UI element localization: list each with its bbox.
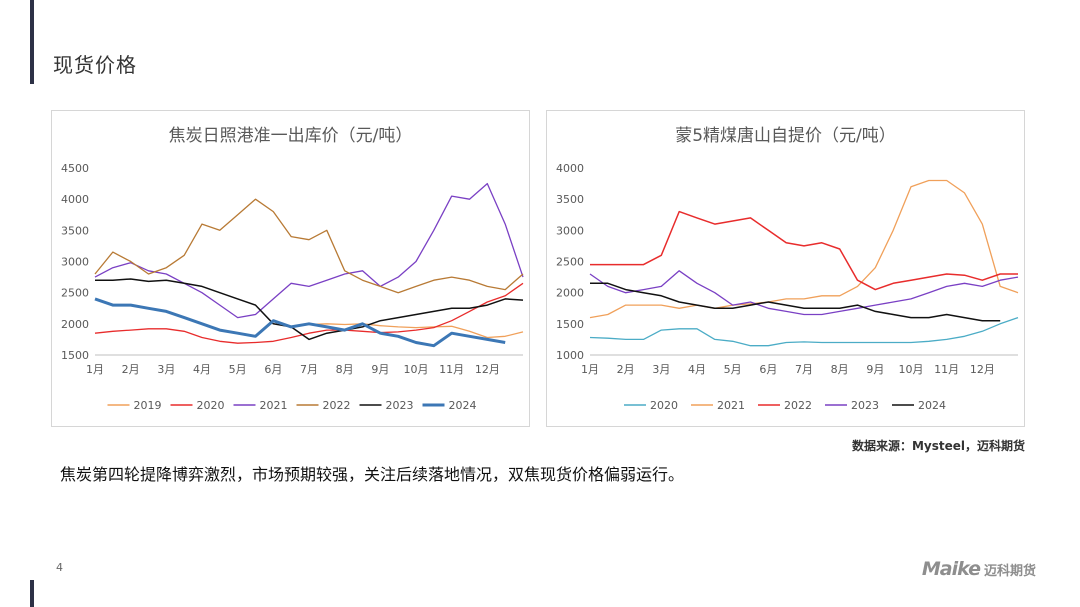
x-tick-label: 3月	[652, 363, 670, 376]
x-tick-label: 7月	[300, 363, 318, 376]
x-tick-label: 9月	[866, 363, 884, 376]
series-line-2020	[94, 282, 524, 344]
logo-mark: Maike	[921, 558, 981, 580]
x-tick-label: 11月	[439, 363, 464, 376]
legend-label-2023: 2023	[386, 399, 414, 412]
legend-label-2024: 2024	[449, 399, 477, 412]
x-tick-label: 5月	[724, 363, 742, 376]
series-line-2021	[94, 182, 524, 319]
y-tick-label: 4000	[556, 162, 584, 175]
x-tick-label: 8月	[336, 363, 354, 376]
series-line-2023	[95, 278, 524, 341]
y-tick-label: 2500	[61, 287, 89, 300]
legend-label-2021: 2021	[717, 399, 745, 412]
series-line-2022	[590, 210, 1018, 291]
x-tick-label: 4月	[688, 363, 706, 376]
coke-price-chart-svg: 焦炭日照港准一出库价（元/吨） 1500 2000 2500 3000 3500 4000 4…	[61, 126, 524, 412]
x-tick-label: 9月	[371, 363, 389, 376]
series-line-2019	[308, 323, 524, 339]
x-tick-label: 4月	[193, 363, 211, 376]
coke-price-chart: 焦炭日照港准一出库价（元/吨） 1500 2000 2500 3000 3500 4000 4…	[51, 110, 530, 427]
legend-label-2023: 2023	[851, 399, 879, 412]
y-tick-label: 2000	[61, 318, 89, 331]
summary-text: 焦炭第四轮提降博弈激烈，市场预期较强，关注后续落地情况，双焦现货价格偏弱运行。	[60, 465, 685, 484]
x-tick-label: 11月	[934, 363, 959, 376]
x-tick-label: 1月	[581, 363, 599, 376]
y-tick-label: 2000	[556, 287, 584, 300]
series-line-2024	[94, 297, 506, 348]
series-line-2020	[589, 316, 1019, 347]
x-tick-label: 6月	[264, 363, 282, 376]
y-tick-label: 2500	[556, 256, 584, 269]
data-source-note: 数据来源：Mysteel，迈科期货	[851, 439, 1025, 453]
y-tick-label: 4000	[61, 193, 89, 206]
x-tick-label: 8月	[831, 363, 849, 376]
y-tick-label: 3500	[556, 193, 584, 206]
series-line-2024	[590, 282, 1001, 322]
legend-label-2020: 2020	[650, 399, 678, 412]
x-tick-label: 2月	[122, 363, 140, 376]
series-line-2022	[94, 198, 524, 294]
x-tick-label: 3月	[157, 363, 175, 376]
legend-label-2020: 2020	[197, 399, 225, 412]
x-tick-label: 10月	[899, 363, 924, 376]
y-tick-label: 1000	[556, 349, 584, 362]
slide-title: 现货价格	[53, 53, 137, 77]
company-logo: Maike 迈科期货	[922, 558, 1036, 580]
x-tick-label: 1月	[86, 363, 104, 376]
x-tick-label: 5月	[229, 363, 247, 376]
y-tick-label: 1500	[556, 318, 584, 331]
x-tick-label: 7月	[795, 363, 813, 376]
legend-label-2021: 2021	[260, 399, 288, 412]
y-tick-label: 3000	[556, 224, 584, 237]
y-tick-label: 3500	[61, 224, 89, 237]
coking-coal-price-chart-svg: 蒙5精煤唐山自提价（元/吨） 1000 1500 2000 2500 3000 3500 40…	[556, 125, 1019, 412]
legend-label-2024: 2024	[918, 399, 946, 412]
logo-text: 迈科期货	[983, 564, 1036, 579]
y-tick-label: 4500	[61, 162, 89, 175]
legend-label-2019: 2019	[134, 399, 162, 412]
series-line-2023	[589, 270, 1019, 316]
legend-label-2022: 2022	[323, 399, 351, 412]
x-tick-label: 10月	[404, 363, 429, 376]
accent-bar-bottom	[30, 580, 34, 607]
y-tick-label: 3000	[61, 256, 89, 269]
x-tick-label: 12月	[475, 363, 500, 376]
x-tick-label: 12月	[970, 363, 995, 376]
x-tick-label: 2月	[617, 363, 635, 376]
chart-title: 焦炭日照港准一出库价（元/吨）	[169, 126, 413, 146]
y-tick-label: 1500	[61, 349, 89, 362]
page-number: 4	[56, 561, 63, 574]
accent-bar-top	[30, 0, 34, 84]
chart-title: 蒙5精煤唐山自提价（元/吨）	[675, 125, 896, 146]
coking-coal-price-chart: 蒙5精煤唐山自提价（元/吨） 1000 1500 2000 2500 3000 3500 40…	[546, 110, 1025, 427]
x-tick-label: 6月	[759, 363, 777, 376]
legend-label-2022: 2022	[784, 399, 812, 412]
series-line-2021	[589, 179, 1019, 319]
